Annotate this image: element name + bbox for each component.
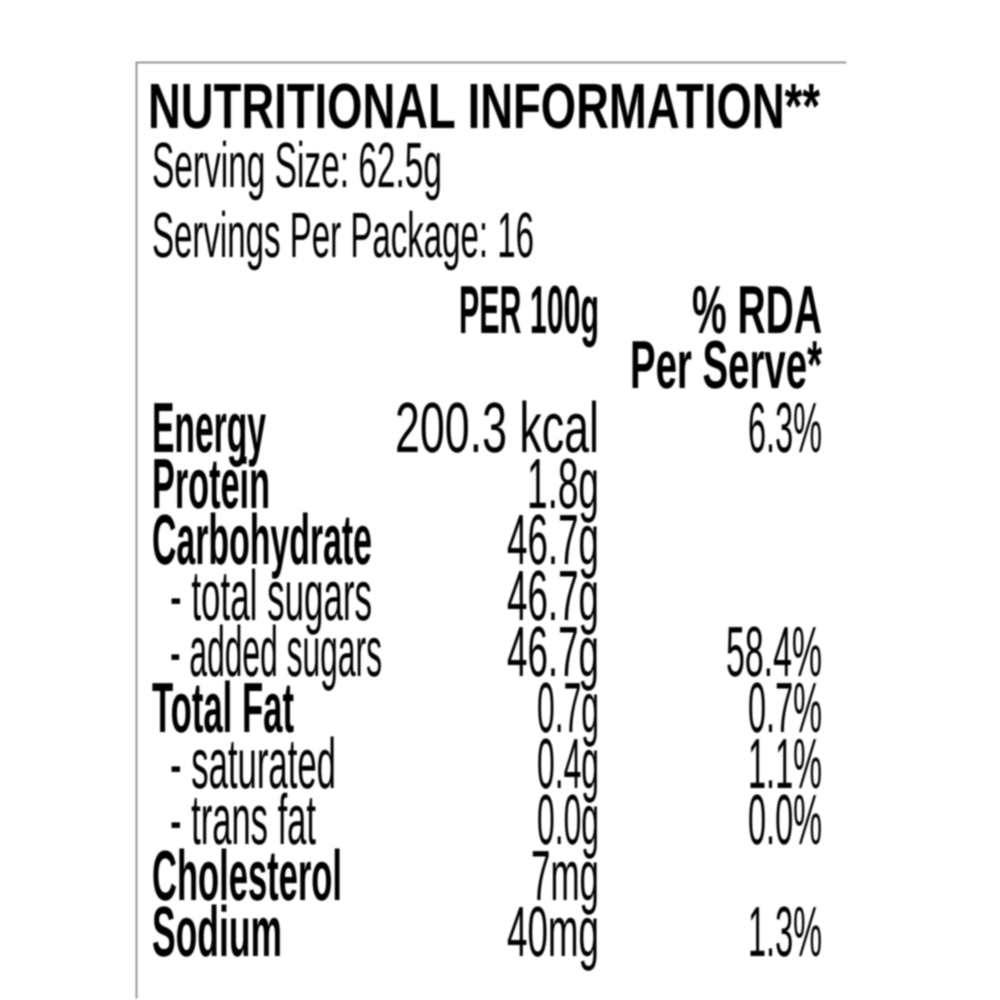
svg-text:6.3%: 6.3% — [748, 389, 822, 468]
svg-text:0.0%: 0.0% — [748, 781, 822, 860]
svg-text:Serving Size: 62.5g: Serving Size: 62.5g — [152, 129, 442, 201]
svg-text:1.3%: 1.3% — [748, 893, 822, 972]
svg-text:40mg: 40mg — [507, 893, 599, 972]
svg-text:Servings Per Package: 16: Servings Per Package: 16 — [152, 199, 534, 271]
svg-text:PER 100g: PER 100g — [459, 272, 599, 348]
svg-text:Sodium: Sodium — [152, 893, 282, 972]
